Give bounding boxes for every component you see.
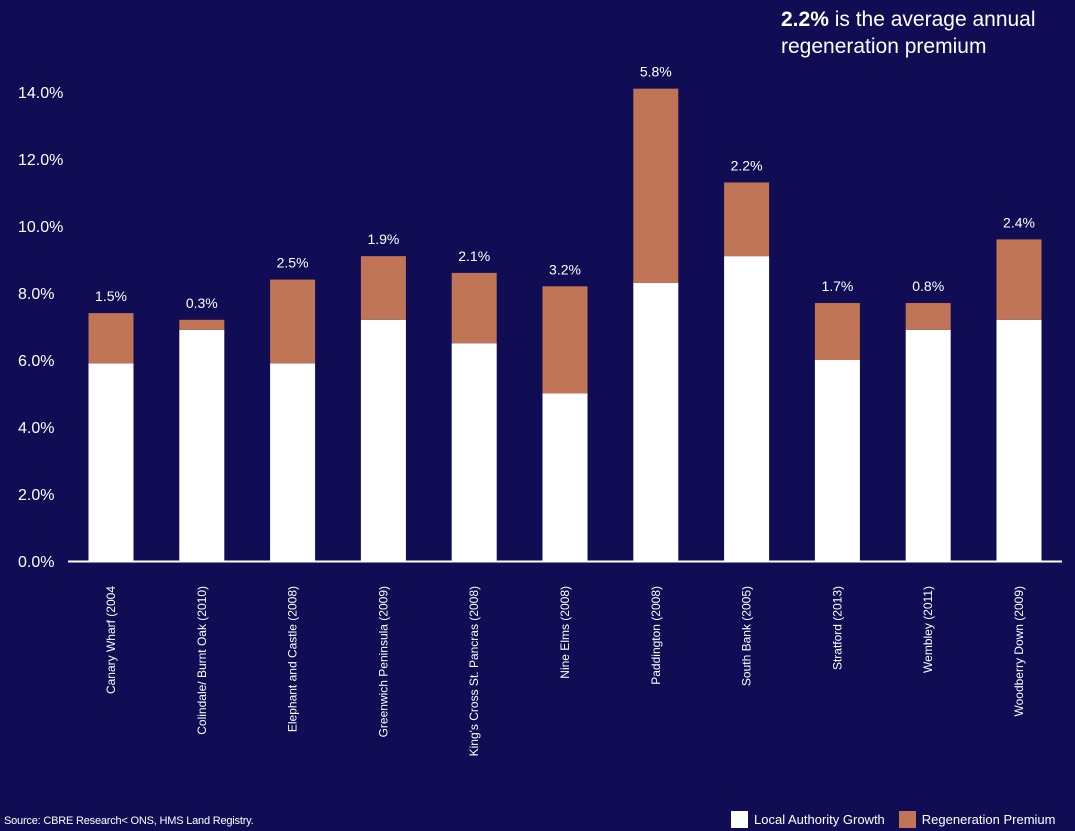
- x-category-label: Canary Wharf (2004: [104, 586, 118, 694]
- y-tick-label: 2.0%: [18, 487, 54, 504]
- bar-local-authority-growth: [179, 329, 225, 561]
- legend-swatch-premium: [898, 810, 916, 828]
- y-tick-label: 8.0%: [18, 286, 54, 303]
- bar-local-authority-growth: [814, 360, 860, 561]
- legend-label-local: Local Authority Growth: [754, 811, 885, 827]
- x-category-label: King's Cross St. Pancras (2008): [467, 586, 481, 756]
- bar-local-authority-growth: [633, 282, 679, 561]
- bar-regeneration-premium: [360, 256, 406, 320]
- bar-local-authority-growth: [360, 319, 406, 561]
- callout-value: 2.2%: [781, 8, 829, 31]
- x-category-label: Nine Elms (2008): [558, 586, 572, 679]
- y-tick-label: 6.0%: [18, 353, 54, 370]
- data-label: 2.5%: [277, 255, 309, 271]
- bar-regeneration-premium: [270, 279, 316, 364]
- data-label: 0.3%: [186, 295, 218, 311]
- y-tick-label: 10.0%: [18, 219, 63, 236]
- x-category-label: Elephant and Castle (2008): [286, 586, 300, 732]
- bar-local-authority-growth: [88, 363, 134, 561]
- y-tick-label: 14.0%: [18, 85, 63, 102]
- bar-regeneration-premium: [724, 182, 770, 257]
- data-label: 2.4%: [1003, 214, 1035, 230]
- x-category-label: Greenwich Peninsula (2009): [376, 586, 390, 737]
- x-category-label: South Bank (2005): [740, 586, 754, 686]
- callout-text: is the average annual regeneration premi…: [781, 8, 1036, 58]
- bar-regeneration-premium: [88, 313, 134, 364]
- data-label: 0.8%: [912, 278, 944, 294]
- bar-local-authority-growth: [542, 393, 588, 561]
- bar-local-authority-growth: [996, 319, 1042, 561]
- legend: Local Authority Growth Regeneration Prem…: [731, 810, 1069, 828]
- legend-swatch-local: [731, 810, 748, 828]
- data-label: 1.9%: [367, 231, 399, 247]
- bar-local-authority-growth: [905, 329, 951, 561]
- bar-local-authority-growth: [724, 256, 770, 561]
- data-label: 2.2%: [731, 157, 763, 173]
- y-tick-label: 0.0%: [18, 554, 54, 571]
- bar-local-authority-growth: [270, 363, 316, 561]
- legend-label-premium: Regeneration Premium: [921, 811, 1056, 827]
- x-category-label: Wembley (2011): [921, 586, 935, 673]
- y-tick-label: 4.0%: [18, 420, 54, 437]
- bar-regeneration-premium: [451, 272, 497, 344]
- x-category-label: Stratford (2013): [830, 586, 844, 670]
- data-label: 3.2%: [549, 261, 581, 277]
- data-label: 2.1%: [458, 248, 490, 264]
- legend-item-premium: Regeneration Premium: [898, 810, 1056, 828]
- data-label: 1.7%: [821, 278, 853, 294]
- legend-item-local: Local Authority Growth: [731, 810, 885, 828]
- y-tick-label: 12.0%: [18, 152, 63, 169]
- bar-local-authority-growth: [451, 343, 497, 561]
- bar-regeneration-premium: [996, 239, 1042, 320]
- bar-regeneration-premium: [633, 88, 679, 283]
- source-note: Source: CBRE Research< ONS, HMS Land Reg…: [4, 815, 254, 827]
- average-premium-callout: 2.2% is the average annual regeneration …: [781, 6, 1071, 60]
- data-label: 1.5%: [95, 288, 127, 304]
- bar-regeneration-premium: [542, 286, 588, 394]
- bar-regeneration-premium: [814, 303, 860, 360]
- bar-regeneration-premium: [905, 303, 951, 330]
- bar-regeneration-premium: [179, 319, 225, 330]
- x-category-label: Colindale/ Burnt Oak (2010): [195, 586, 209, 735]
- x-category-label: Woodberry Down (2009): [1012, 586, 1026, 717]
- data-label: 5.8%: [640, 64, 672, 80]
- x-category-label: Paddington (2008): [649, 586, 663, 685]
